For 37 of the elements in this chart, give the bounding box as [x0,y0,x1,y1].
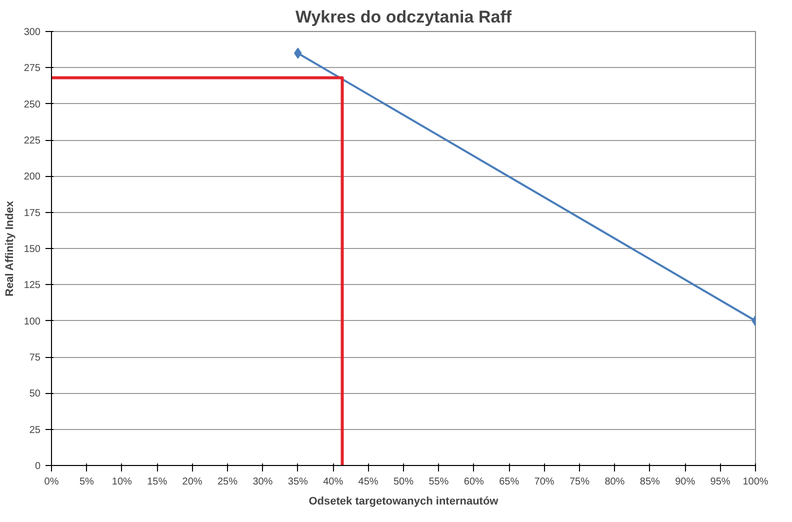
y-tick-label: 275 [24,63,41,74]
x-tick-label: 45% [358,476,378,488]
x-tick-label: 35% [288,476,308,488]
y-tick-label: 225 [24,136,41,146]
x-tick-label: 90% [675,476,696,488]
x-axis-title: Odsetek targetowanych internautów [308,496,499,508]
chart-title: Wykres do odczytania Raff [295,8,512,26]
x-tick-label: 95% [710,476,730,488]
x-tick-label: 40% [323,476,344,488]
y-tick-label: 300 [24,27,41,38]
y-tick-label: 50 [29,388,41,400]
y-tick-label: 125 [24,280,41,292]
x-tick-label: 100% [742,476,768,488]
y-tick-label: 0 [34,461,41,472]
y-tick-label: 100 [24,316,41,328]
x-tick-label: 75% [569,476,590,488]
x-tick-label: 70% [534,476,554,488]
y-axis-title: Real Affinity Index [4,200,16,296]
x-tick-label: 20% [182,476,202,488]
x-tick-label: 85% [640,476,660,488]
x-tick-label: 10% [112,476,132,488]
x-tick-label: 50% [393,476,414,488]
y-tick-label: 200 [24,172,41,183]
x-tick-label: 80% [604,476,625,488]
y-tick-label: 175 [24,208,41,219]
y-tick-label: 25 [29,424,41,436]
x-tick-label: 0% [44,476,59,488]
y-tick-label: 250 [24,99,41,110]
y-tick-label: 75 [29,352,41,364]
x-tick-label: 5% [79,476,94,488]
x-tick-label: 15% [147,476,168,488]
y-tick-label: 150 [24,244,41,255]
x-tick-label: 25% [217,476,238,488]
x-tick-label: 65% [499,476,520,488]
x-tick-label: 60% [464,476,484,488]
x-tick-label: 30% [252,476,273,488]
x-tick-label: 55% [428,476,449,488]
